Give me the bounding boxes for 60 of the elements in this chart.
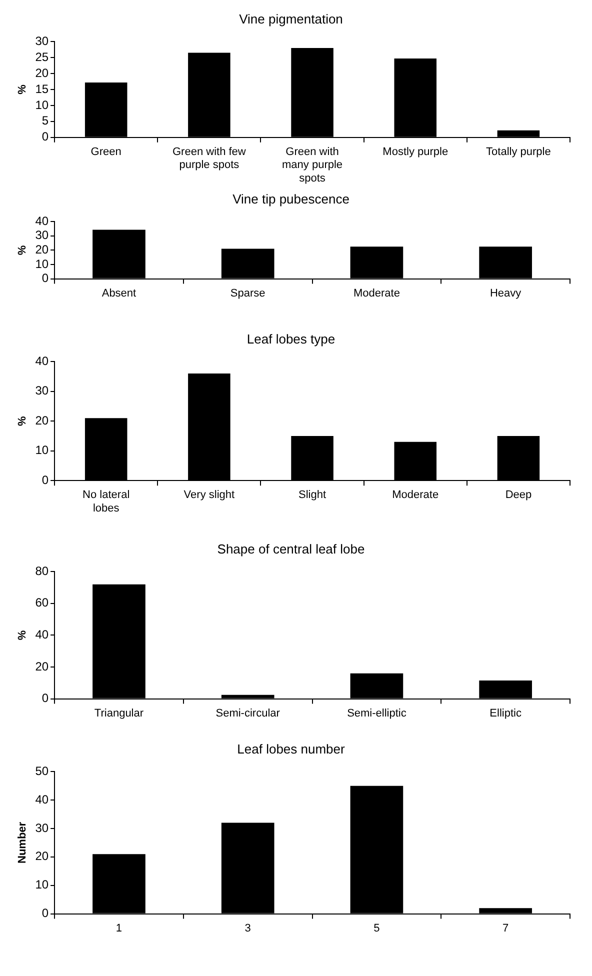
y-tick-label: 30 [35, 820, 49, 835]
y-tick-label: 25 [35, 50, 49, 64]
x-tick-label: Very slight [184, 489, 235, 502]
y-tick-label: 50 [35, 764, 49, 778]
chart-title: Leaf lobes type [246, 331, 336, 346]
y-tick-label: 20 [35, 849, 49, 864]
y-tick-label: 20 [35, 659, 49, 674]
y-tick-label: 0 [42, 130, 49, 144]
x-tick-label: Absent [102, 287, 136, 300]
x-tick-label: Green with few purple spots [172, 146, 246, 172]
y-tick-label: 10 [35, 256, 49, 271]
y-tick-label: 0 [42, 906, 49, 920]
x-tick-label: No lateral lobes [82, 489, 130, 514]
y-tick-label: 30 [35, 228, 49, 242]
y-tick-label: 20 [35, 413, 49, 428]
y-axis-title: Number [16, 821, 29, 864]
y-tick-label: 80 [35, 564, 49, 578]
y-axis-title: % [16, 245, 29, 256]
x-tick-label: Heavy [490, 287, 522, 300]
y-tick-label: 40 [35, 792, 49, 806]
y-tick-label: 60 [35, 596, 49, 610]
x-tick-label: Moderate [353, 287, 400, 300]
x-tick-label: 7 [502, 922, 509, 934]
x-tick-label: Deep [505, 489, 532, 502]
y-tick-label: 0 [42, 691, 49, 706]
x-tick-label: Slight [298, 489, 326, 502]
y-tick-label: 20 [35, 66, 49, 80]
x-tick-label: Totally purple [486, 146, 551, 158]
x-tick-label: Green [90, 146, 122, 158]
y-axis-title: % [16, 416, 29, 426]
x-tick-label: 5 [374, 922, 380, 934]
y-tick-label: 40 [35, 628, 49, 642]
y-tick-label: 40 [35, 214, 49, 228]
y-axis-title: % [16, 84, 29, 94]
x-tick-label: Moderate [392, 489, 439, 502]
x-tick-label: Triangular [94, 707, 144, 720]
x-tick-label: Green with many purple spots [282, 146, 343, 184]
y-tick-label: 10 [35, 878, 49, 892]
y-tick-label: 30 [35, 34, 49, 48]
x-tick-label: 1 [116, 922, 122, 934]
y-tick-label: 5 [42, 114, 49, 128]
x-tick-label: Elliptic [490, 707, 522, 720]
y-tick-label: 40 [35, 354, 49, 368]
y-tick-label: 10 [35, 443, 49, 458]
chart-title: Vine tip pubescence [232, 191, 350, 206]
x-tick-label: Mostly purple [382, 146, 448, 158]
chart-title: Vine pigmentation [239, 11, 343, 26]
x-tick-label: Sparse [230, 287, 266, 300]
y-tick-label: 10 [35, 98, 49, 112]
x-tick-label: Semi-elliptic [347, 707, 407, 720]
y-tick-label: 30 [35, 384, 49, 398]
chart-title: Leaf lobes number [237, 741, 346, 756]
y-axis-title: % [16, 630, 29, 640]
x-tick-label: 3 [244, 922, 251, 934]
y-tick-label: 20 [35, 242, 49, 257]
y-tick-label: 15 [35, 82, 49, 96]
chart-title: Shape of central leaf lobe [217, 541, 365, 556]
y-tick-label: 0 [42, 271, 49, 286]
y-tick-label: 0 [42, 472, 49, 487]
x-tick-label: Semi-circular [216, 707, 280, 720]
